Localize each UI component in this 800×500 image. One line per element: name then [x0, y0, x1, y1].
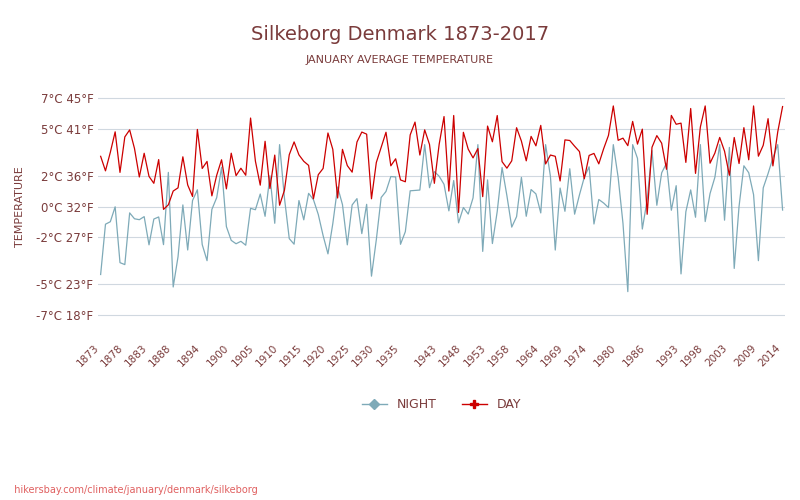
Y-axis label: TEMPERATURE: TEMPERATURE	[15, 166, 25, 247]
Text: JANUARY AVERAGE TEMPERATURE: JANUARY AVERAGE TEMPERATURE	[306, 55, 494, 65]
Text: Silkeborg Denmark 1873-2017: Silkeborg Denmark 1873-2017	[251, 25, 549, 44]
Legend: NIGHT, DAY: NIGHT, DAY	[357, 393, 526, 416]
Text: hikersbay.com/climate/january/denmark/silkeborg: hikersbay.com/climate/january/denmark/si…	[8, 485, 258, 495]
